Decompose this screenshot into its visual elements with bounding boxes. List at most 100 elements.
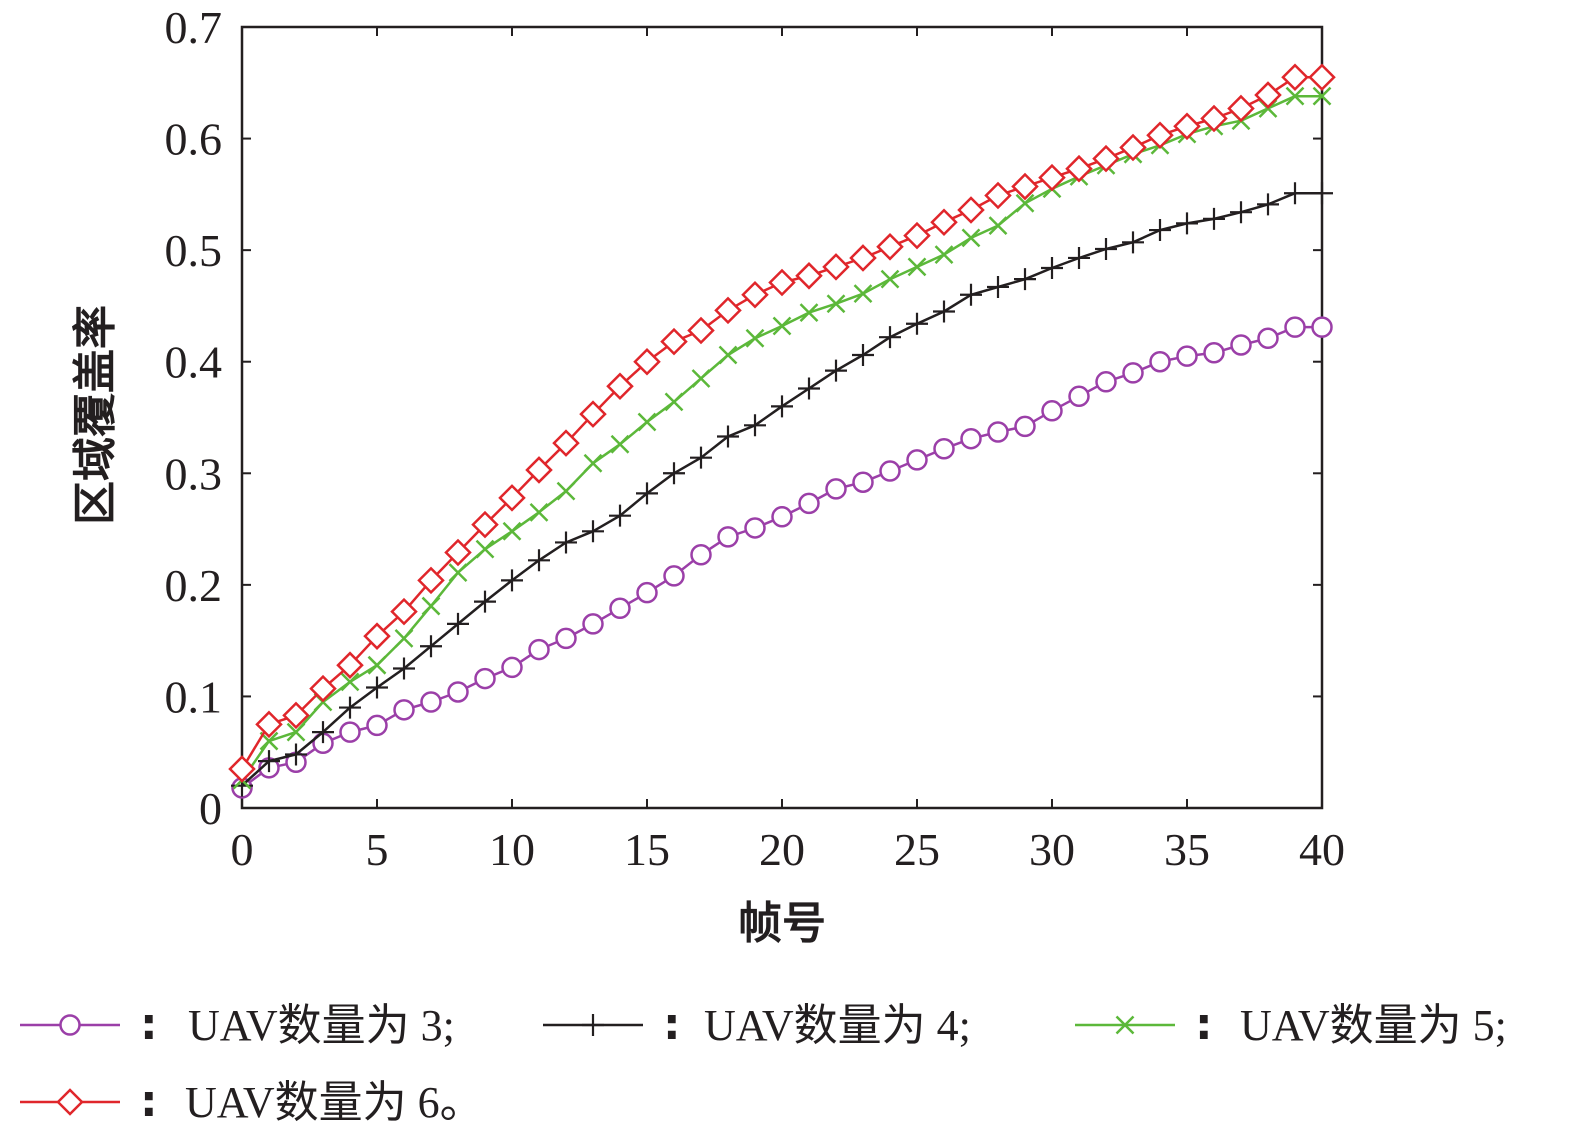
data-point-marker: [663, 462, 685, 485]
data-point-marker: [501, 656, 523, 679]
data-point-marker: [1203, 207, 1225, 230]
data-point-marker: [852, 471, 874, 493]
data-point-marker: [933, 300, 955, 323]
data-point-marker: [933, 437, 955, 460]
data-point-marker: [501, 569, 523, 592]
data-point-marker: [285, 743, 307, 766]
data-point-marker: [579, 400, 607, 428]
data-point-marker: [771, 395, 793, 418]
data-point-marker: [447, 681, 469, 703]
data-point-marker: [282, 701, 310, 730]
data-point-marker: [987, 421, 1009, 443]
legend-item-4: : UAV数量为 6。: [20, 1076, 484, 1127]
data-point-marker: [610, 434, 630, 454]
data-point-marker: [930, 208, 958, 237]
data-point-marker: [1149, 219, 1171, 242]
legend-marker-sample: [1115, 1015, 1135, 1035]
legend-item-3: : UAV数量为 5;: [1075, 999, 1507, 1050]
data-point-marker: [502, 521, 522, 541]
data-point-marker: [849, 244, 877, 272]
data-point-marker: [960, 427, 982, 450]
data-point-marker: [934, 245, 954, 264]
data-point-marker: [1285, 86, 1305, 106]
data-point-marker: [1257, 327, 1279, 350]
data-point-marker: [660, 327, 688, 356]
data-point-marker: [1041, 400, 1063, 422]
legend-item-2: : UAV数量为 4;: [543, 999, 971, 1050]
data-point-marker: [1041, 256, 1063, 279]
data-point-marker: [664, 392, 684, 412]
data-point-marker: [771, 506, 793, 528]
data-point-marker: [745, 328, 765, 348]
data-point-marker: [741, 281, 769, 309]
x-tick-label: 25: [894, 824, 940, 875]
data-point-marker: [961, 228, 981, 248]
data-point-marker: [744, 517, 766, 539]
x-tick-label: 15: [624, 824, 670, 875]
data-point-marker: [609, 504, 631, 527]
data-point-marker: [1284, 182, 1306, 205]
data-point-marker: [1119, 133, 1147, 162]
data-point-marker: [1068, 246, 1090, 269]
data-point-marker: [798, 492, 820, 515]
data-point-marker: [960, 283, 982, 306]
data-point-marker: [448, 563, 468, 582]
legend-label: UAV数量为 6。: [185, 1078, 484, 1127]
data-point-marker: [822, 253, 850, 281]
data-point-marker: [258, 750, 280, 773]
data-point-marker: [1173, 112, 1201, 141]
data-point-marker: [340, 672, 360, 692]
data-point-marker: [1308, 63, 1336, 91]
data-point-marker: [718, 345, 738, 365]
data-point-marker: [633, 347, 661, 376]
data-point-marker: [528, 638, 550, 661]
y-tick-label: 0.2: [165, 560, 223, 611]
data-point-marker: [1065, 154, 1093, 183]
data-point-marker: [1203, 342, 1225, 364]
data-point-marker: [1311, 316, 1333, 338]
x-tick-label: 0: [231, 824, 254, 875]
data-point-marker: [717, 526, 739, 548]
data-point-marker: [339, 696, 361, 719]
data-point-marker: [636, 581, 658, 604]
data-point-marker: [879, 326, 901, 349]
data-point-marker: [880, 269, 900, 289]
data-point-marker: [663, 565, 685, 587]
data-point-marker: [336, 651, 364, 679]
data-point-marker: [826, 294, 846, 314]
x-tick-label: 20: [759, 824, 805, 875]
data-point-marker: [690, 543, 712, 566]
data-point-marker: [691, 369, 711, 388]
x-tick-label: 10: [489, 824, 535, 875]
data-point-marker: [552, 429, 580, 457]
data-point-marker: [447, 612, 469, 635]
data-point-marker: [528, 549, 550, 572]
data-point-marker: [1068, 385, 1090, 408]
legend-label: UAV数量为 3;: [188, 1001, 455, 1050]
data-point-marker: [474, 667, 496, 690]
series-1: [231, 316, 1333, 799]
legend-marker-sample: [56, 1088, 84, 1116]
data-point-marker: [1257, 193, 1279, 216]
x-tick-label: 40: [1299, 824, 1345, 875]
y-tick-label: 0.1: [165, 671, 223, 722]
data-point-marker: [609, 597, 631, 620]
legend-marker-sample: [59, 1014, 81, 1036]
data-point-marker: [1122, 231, 1144, 254]
data-point-marker: [984, 181, 1012, 210]
data-point-marker: [636, 482, 658, 505]
data-point-marker: [1014, 415, 1036, 438]
data-point-marker: [1095, 371, 1117, 393]
data-point-marker: [363, 622, 391, 650]
data-point-marker: [1095, 238, 1117, 261]
y-tick-label: 0.5: [165, 225, 223, 276]
data-point-marker: [1281, 63, 1309, 91]
data-point-marker: [583, 453, 603, 473]
data-point-marker: [1311, 182, 1333, 205]
legend-label: UAV数量为 5;: [1240, 1001, 1507, 1050]
data-point-marker: [1038, 163, 1066, 192]
series-4: [228, 63, 1336, 783]
data-point-marker: [1092, 144, 1120, 173]
x-tick-label: 35: [1164, 824, 1210, 875]
data-point-marker: [339, 721, 361, 743]
